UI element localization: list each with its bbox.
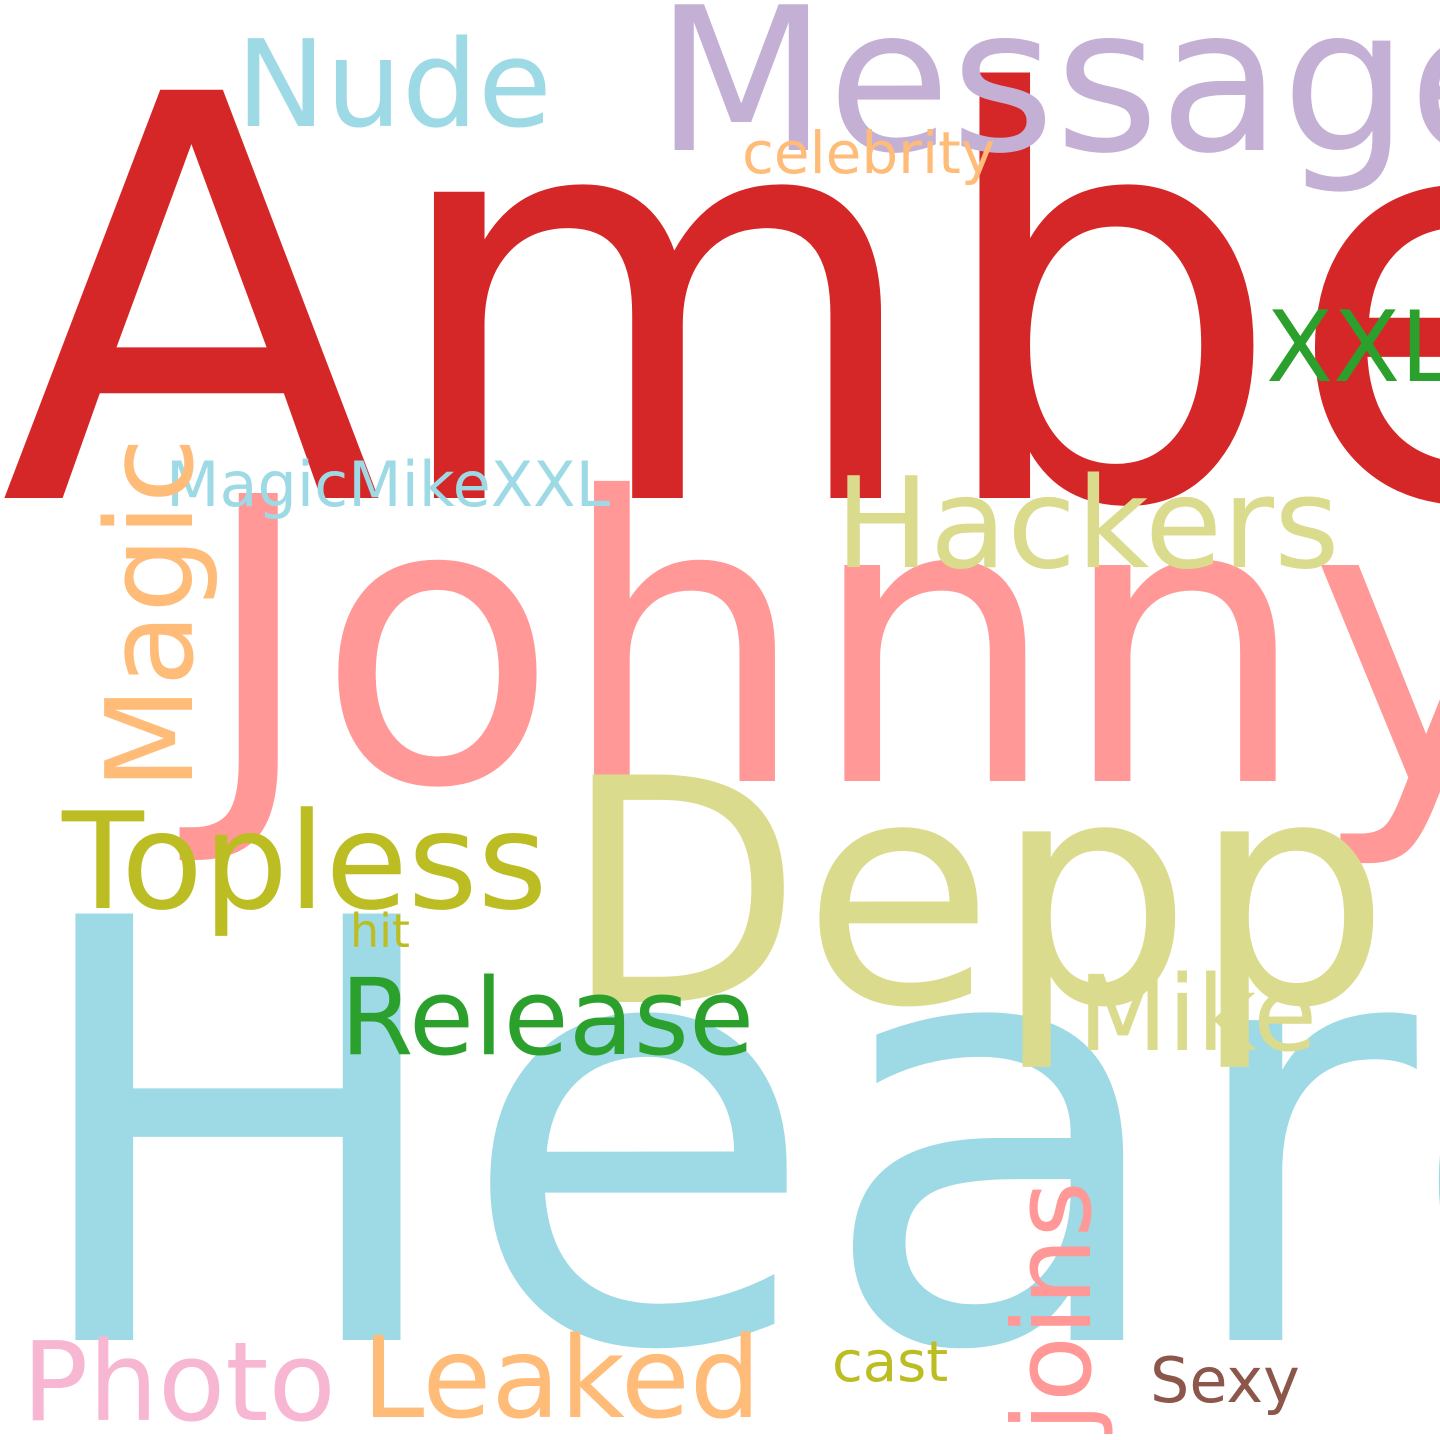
- word-release: Release: [340, 956, 755, 1079]
- word-nude: Nude: [236, 16, 552, 155]
- word-photo: Photo: [22, 1318, 336, 1440]
- word-amber: Amber: [0, 0, 1440, 631]
- word-hackers: Hackers: [835, 450, 1340, 597]
- word-topless: Topless: [62, 784, 548, 940]
- word-sexy: Sexy: [1150, 1344, 1300, 1417]
- word-leaked: Leaked: [362, 1314, 761, 1440]
- word-depp: Depp: [562, 712, 1391, 1076]
- word-xxl: XXL: [1266, 291, 1440, 405]
- word-johnny: Johnny: [200, 415, 1440, 875]
- word-hit: hit: [350, 904, 410, 958]
- word-joins: joins: [991, 1181, 1116, 1432]
- word-celebrity: celebrity: [742, 119, 996, 187]
- word-magic: Magic: [82, 437, 221, 790]
- word-magicmikexxl: MagicMikeXXL: [166, 448, 611, 521]
- word-message: Message: [655, 0, 1440, 198]
- word-mike: Mike: [1078, 953, 1318, 1075]
- word-heard: Heard: [18, 797, 1440, 1440]
- word-cast: cast: [832, 1330, 949, 1395]
